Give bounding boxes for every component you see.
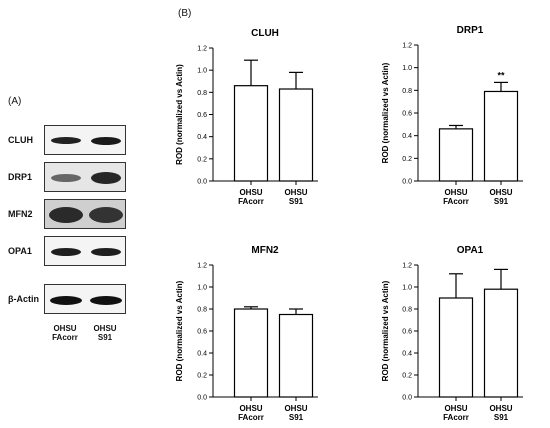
band [89, 207, 123, 223]
blot-label-cluh: CLUH [8, 135, 33, 145]
x-tick-label: OHSU [489, 188, 512, 197]
y-tick-label: 1.0 [197, 285, 207, 292]
x-tick-label: FAcorr [443, 197, 469, 206]
bar [233, 85, 269, 182]
blot-lane-label-facorr: OHSU FAcorr [52, 324, 78, 342]
y-tick-label: 0.8 [197, 307, 207, 314]
x-tick-label: OHSU [444, 404, 467, 413]
y-tick-label: 0.6 [402, 329, 412, 336]
chart-title-opa1: OPA1 [457, 245, 484, 256]
y-tick-label: 0.8 [402, 307, 412, 314]
blot-label-drp1: DRP1 [8, 172, 33, 182]
y-tick-label: 0.4 [402, 351, 412, 358]
y-tick-label: 0.2 [197, 373, 207, 380]
y-tick-label: 0.4 [402, 133, 412, 140]
blot-label-opa1: OPA1 [8, 246, 32, 256]
chart-title-mfn2: MFN2 [251, 245, 279, 256]
y-tick-label: 0.0 [197, 395, 207, 402]
x-tick-label: OHSU [489, 404, 512, 413]
band [49, 207, 83, 223]
y-tick-label: 0.2 [402, 373, 412, 380]
y-axis-label: ROD (normalized vs Actin) [175, 280, 184, 381]
panel-b-label: (B) [178, 8, 192, 19]
band [51, 137, 81, 144]
x-tick-label: FAcorr [238, 197, 264, 206]
chart-title-drp1: DRP1 [457, 25, 484, 36]
x-tick-label: FAcorr [238, 413, 264, 422]
x-tick-label: OHSU [444, 188, 467, 197]
x-tick-label: OHSU [284, 188, 307, 197]
y-tick-label: 1.2 [197, 46, 207, 53]
y-tick-label: 1.2 [402, 263, 412, 270]
y-tick-label: 0.6 [197, 112, 207, 119]
chart-title-cluh: CLUH [251, 28, 279, 39]
bar [233, 308, 269, 398]
y-tick-label: 0.0 [402, 395, 412, 402]
y-axis-label: ROD (normalized vs Actin) [175, 64, 184, 165]
blot-label-actin: β-Actin [8, 294, 39, 304]
blot-strip-opa1 [44, 236, 126, 266]
y-tick-label: 0.8 [197, 90, 207, 97]
blot-lane-label-s91: OHSU S91 [93, 324, 117, 342]
x-tick-label: S91 [289, 197, 304, 206]
significance-label: ** [497, 70, 505, 80]
band [50, 296, 82, 305]
x-tick-label: OHSU [284, 404, 307, 413]
blot-strip-mfn2 [44, 199, 126, 229]
y-axis-label: ROD (normalized vs Actin) [381, 280, 390, 381]
x-tick-label: S91 [494, 413, 509, 422]
y-tick-label: 1.0 [402, 285, 412, 292]
band [51, 174, 81, 182]
y-tick-label: 0.0 [402, 179, 412, 186]
blot-strip-actin [44, 284, 126, 314]
y-tick-label: 1.2 [402, 43, 412, 50]
y-tick-label: 1.0 [197, 68, 207, 75]
y-tick-label: 1.0 [402, 65, 412, 72]
band [90, 296, 122, 305]
band [91, 172, 121, 184]
blot-label-mfn2: MFN2 [8, 209, 33, 219]
x-tick-label: OHSU [239, 188, 262, 197]
y-tick-label: 0.4 [197, 351, 207, 358]
y-tick-label: 1.2 [197, 263, 207, 270]
bar [483, 90, 519, 182]
blot-strip-drp1 [44, 162, 126, 192]
bar [278, 313, 314, 398]
x-tick-label: FAcorr [443, 413, 469, 422]
bar [483, 288, 519, 398]
x-tick-label: S91 [494, 197, 509, 206]
blot-strip-cluh [44, 125, 126, 155]
band [91, 248, 121, 256]
y-tick-label: 0.4 [197, 134, 207, 141]
y-tick-label: 0.2 [197, 156, 207, 163]
y-tick-label: 0.8 [402, 88, 412, 95]
bar [278, 88, 314, 182]
y-tick-label: 0.6 [402, 111, 412, 118]
y-tick-label: 0.2 [402, 156, 412, 163]
x-tick-label: S91 [289, 413, 304, 422]
bar [438, 297, 474, 398]
y-axis-label: ROD (normalized vs Actin) [381, 62, 390, 163]
panel-a-label: (A) [8, 96, 22, 107]
band [91, 137, 121, 145]
bar [438, 128, 474, 182]
x-tick-label: OHSU [239, 404, 262, 413]
y-tick-label: 0.0 [197, 179, 207, 186]
band [51, 248, 81, 256]
y-tick-label: 0.6 [197, 329, 207, 336]
